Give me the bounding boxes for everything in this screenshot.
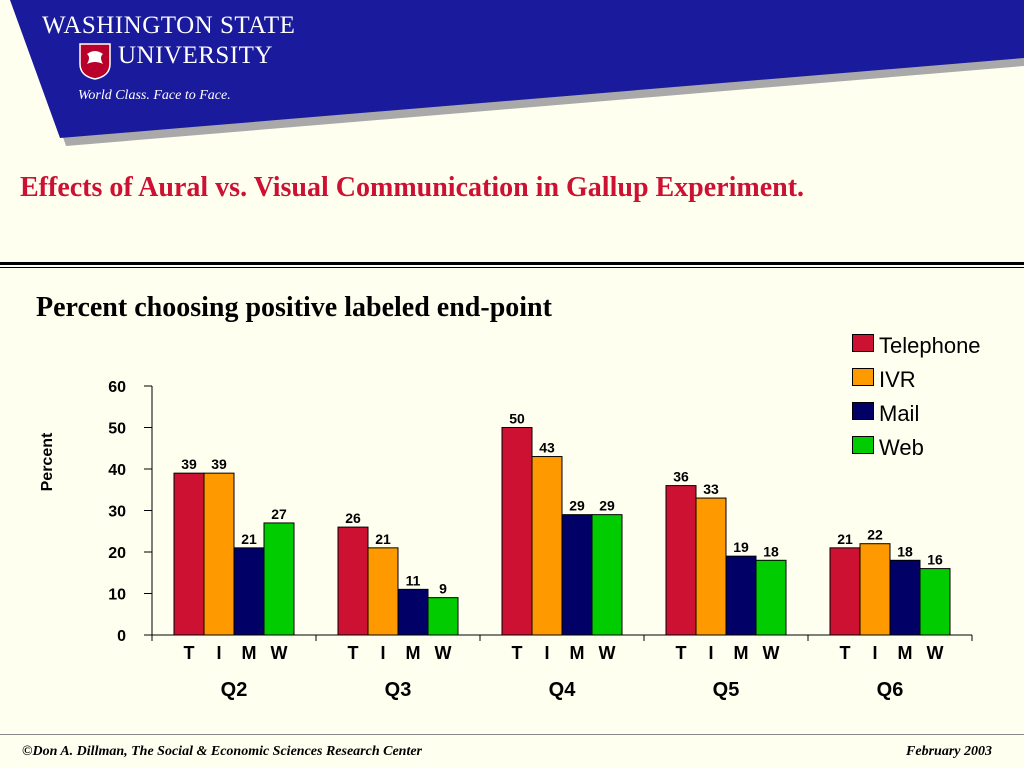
data-label: 27 bbox=[271, 506, 287, 522]
y-axis-label: Percent bbox=[39, 432, 56, 491]
data-label: 21 bbox=[241, 531, 257, 547]
x-sub-label: I bbox=[708, 643, 713, 663]
data-label: 29 bbox=[569, 498, 585, 514]
cougar-logo-icon bbox=[79, 43, 111, 80]
data-label: 11 bbox=[406, 572, 421, 588]
x-sub-label: M bbox=[898, 643, 913, 663]
bar-telephone bbox=[173, 472, 205, 636]
bar-mail bbox=[889, 559, 921, 636]
legend-swatch bbox=[852, 334, 874, 352]
bar-ivr bbox=[859, 543, 891, 636]
bar-mail bbox=[397, 588, 429, 636]
x-sub-label: T bbox=[184, 643, 195, 663]
x-sub-label: T bbox=[840, 643, 851, 663]
bar-telephone bbox=[337, 526, 369, 636]
footer-credit: ©Don A. Dillman, The Social & Economic S… bbox=[22, 744, 422, 759]
data-label: 33 bbox=[703, 481, 719, 497]
university-name-line1: WASHINGTON STATE bbox=[42, 12, 296, 39]
x-sub-label: I bbox=[216, 643, 221, 663]
data-label: 29 bbox=[599, 498, 615, 514]
x-sub-label: I bbox=[380, 643, 385, 663]
bar-mail bbox=[233, 547, 265, 636]
bar-ivr bbox=[695, 497, 727, 636]
y-tick-label: 0 bbox=[117, 628, 126, 645]
x-group-label: Q3 bbox=[385, 679, 412, 701]
legend-swatch bbox=[852, 368, 874, 386]
data-label: 39 bbox=[211, 456, 227, 472]
x-sub-label: W bbox=[927, 643, 944, 663]
university-name-line2: UNIVERSITY bbox=[118, 42, 273, 69]
legend-label: IVR bbox=[879, 367, 916, 392]
x-group-label: Q6 bbox=[877, 679, 904, 701]
data-label: 19 bbox=[733, 539, 749, 555]
x-group-label: Q5 bbox=[713, 679, 740, 701]
footer-divider bbox=[0, 734, 1024, 735]
data-label: 21 bbox=[837, 531, 853, 547]
bar-web bbox=[755, 559, 787, 636]
x-sub-label: I bbox=[544, 643, 549, 663]
bar-ivr bbox=[203, 472, 235, 636]
banner-background bbox=[10, 0, 1024, 138]
bar-chart: 0 10 20 30 40 50 60 Percent 39 T 39 I 21 M 27 W Q2 26 T 21 I… bbox=[39, 379, 973, 701]
x-sub-label: T bbox=[348, 643, 359, 663]
x-sub-label: W bbox=[435, 643, 452, 663]
data-label: 22 bbox=[867, 527, 883, 543]
data-label: 43 bbox=[539, 440, 555, 456]
data-label: 18 bbox=[897, 543, 913, 559]
bar-ivr bbox=[367, 547, 399, 636]
legend-swatch bbox=[852, 402, 874, 420]
legend-label: Mail bbox=[879, 401, 920, 426]
x-sub-label: W bbox=[271, 643, 288, 663]
bar-mail bbox=[725, 555, 757, 636]
x-group-label: Q2 bbox=[221, 679, 248, 701]
bar-telephone bbox=[501, 427, 533, 636]
x-sub-label: M bbox=[406, 643, 421, 663]
footer-date: February 2003 bbox=[906, 744, 992, 759]
y-tick-label: 10 bbox=[108, 587, 126, 604]
x-sub-label: M bbox=[570, 643, 585, 663]
x-sub-label: M bbox=[734, 643, 749, 663]
legend-swatch bbox=[852, 436, 874, 454]
bar-web bbox=[263, 522, 295, 636]
x-group-label: Q4 bbox=[549, 679, 577, 701]
university-tagline: World Class. Face to Face. bbox=[78, 88, 231, 103]
x-sub-label: I bbox=[872, 643, 877, 663]
legend-label: Telephone bbox=[879, 333, 981, 358]
slide-title: Effects of Aural vs. Visual Communicatio… bbox=[20, 172, 805, 203]
data-label: 39 bbox=[181, 456, 197, 472]
x-sub-label: M bbox=[242, 643, 257, 663]
y-tick-label: 60 bbox=[108, 379, 126, 396]
chart-title: Percent choosing positive labeled end-po… bbox=[36, 292, 552, 323]
title-divider-thin bbox=[0, 267, 1024, 268]
legend-label: Web bbox=[879, 435, 924, 460]
data-label: 18 bbox=[763, 543, 779, 559]
bar-mail bbox=[561, 514, 593, 636]
x-sub-label: T bbox=[676, 643, 687, 663]
data-label: 36 bbox=[673, 469, 689, 485]
x-sub-label: W bbox=[763, 643, 780, 663]
bar-ivr bbox=[531, 456, 563, 636]
title-divider-thick bbox=[0, 262, 1024, 265]
bar-web bbox=[427, 597, 459, 636]
bar-telephone bbox=[829, 547, 861, 636]
data-label: 26 bbox=[345, 510, 361, 526]
bar-web bbox=[919, 568, 951, 636]
y-tick-label: 40 bbox=[108, 462, 126, 479]
bar-web bbox=[591, 514, 623, 636]
data-label: 50 bbox=[509, 411, 525, 427]
y-tick-label: 50 bbox=[108, 421, 126, 438]
data-label: 9 bbox=[439, 581, 447, 597]
y-tick-label: 20 bbox=[108, 545, 126, 562]
header-banner bbox=[10, 0, 1024, 146]
bar-telephone bbox=[665, 485, 697, 636]
x-sub-label: W bbox=[599, 643, 616, 663]
x-sub-label: T bbox=[512, 643, 523, 663]
y-tick-label: 30 bbox=[108, 504, 126, 521]
data-label: 21 bbox=[375, 531, 391, 547]
data-label: 16 bbox=[927, 552, 943, 568]
